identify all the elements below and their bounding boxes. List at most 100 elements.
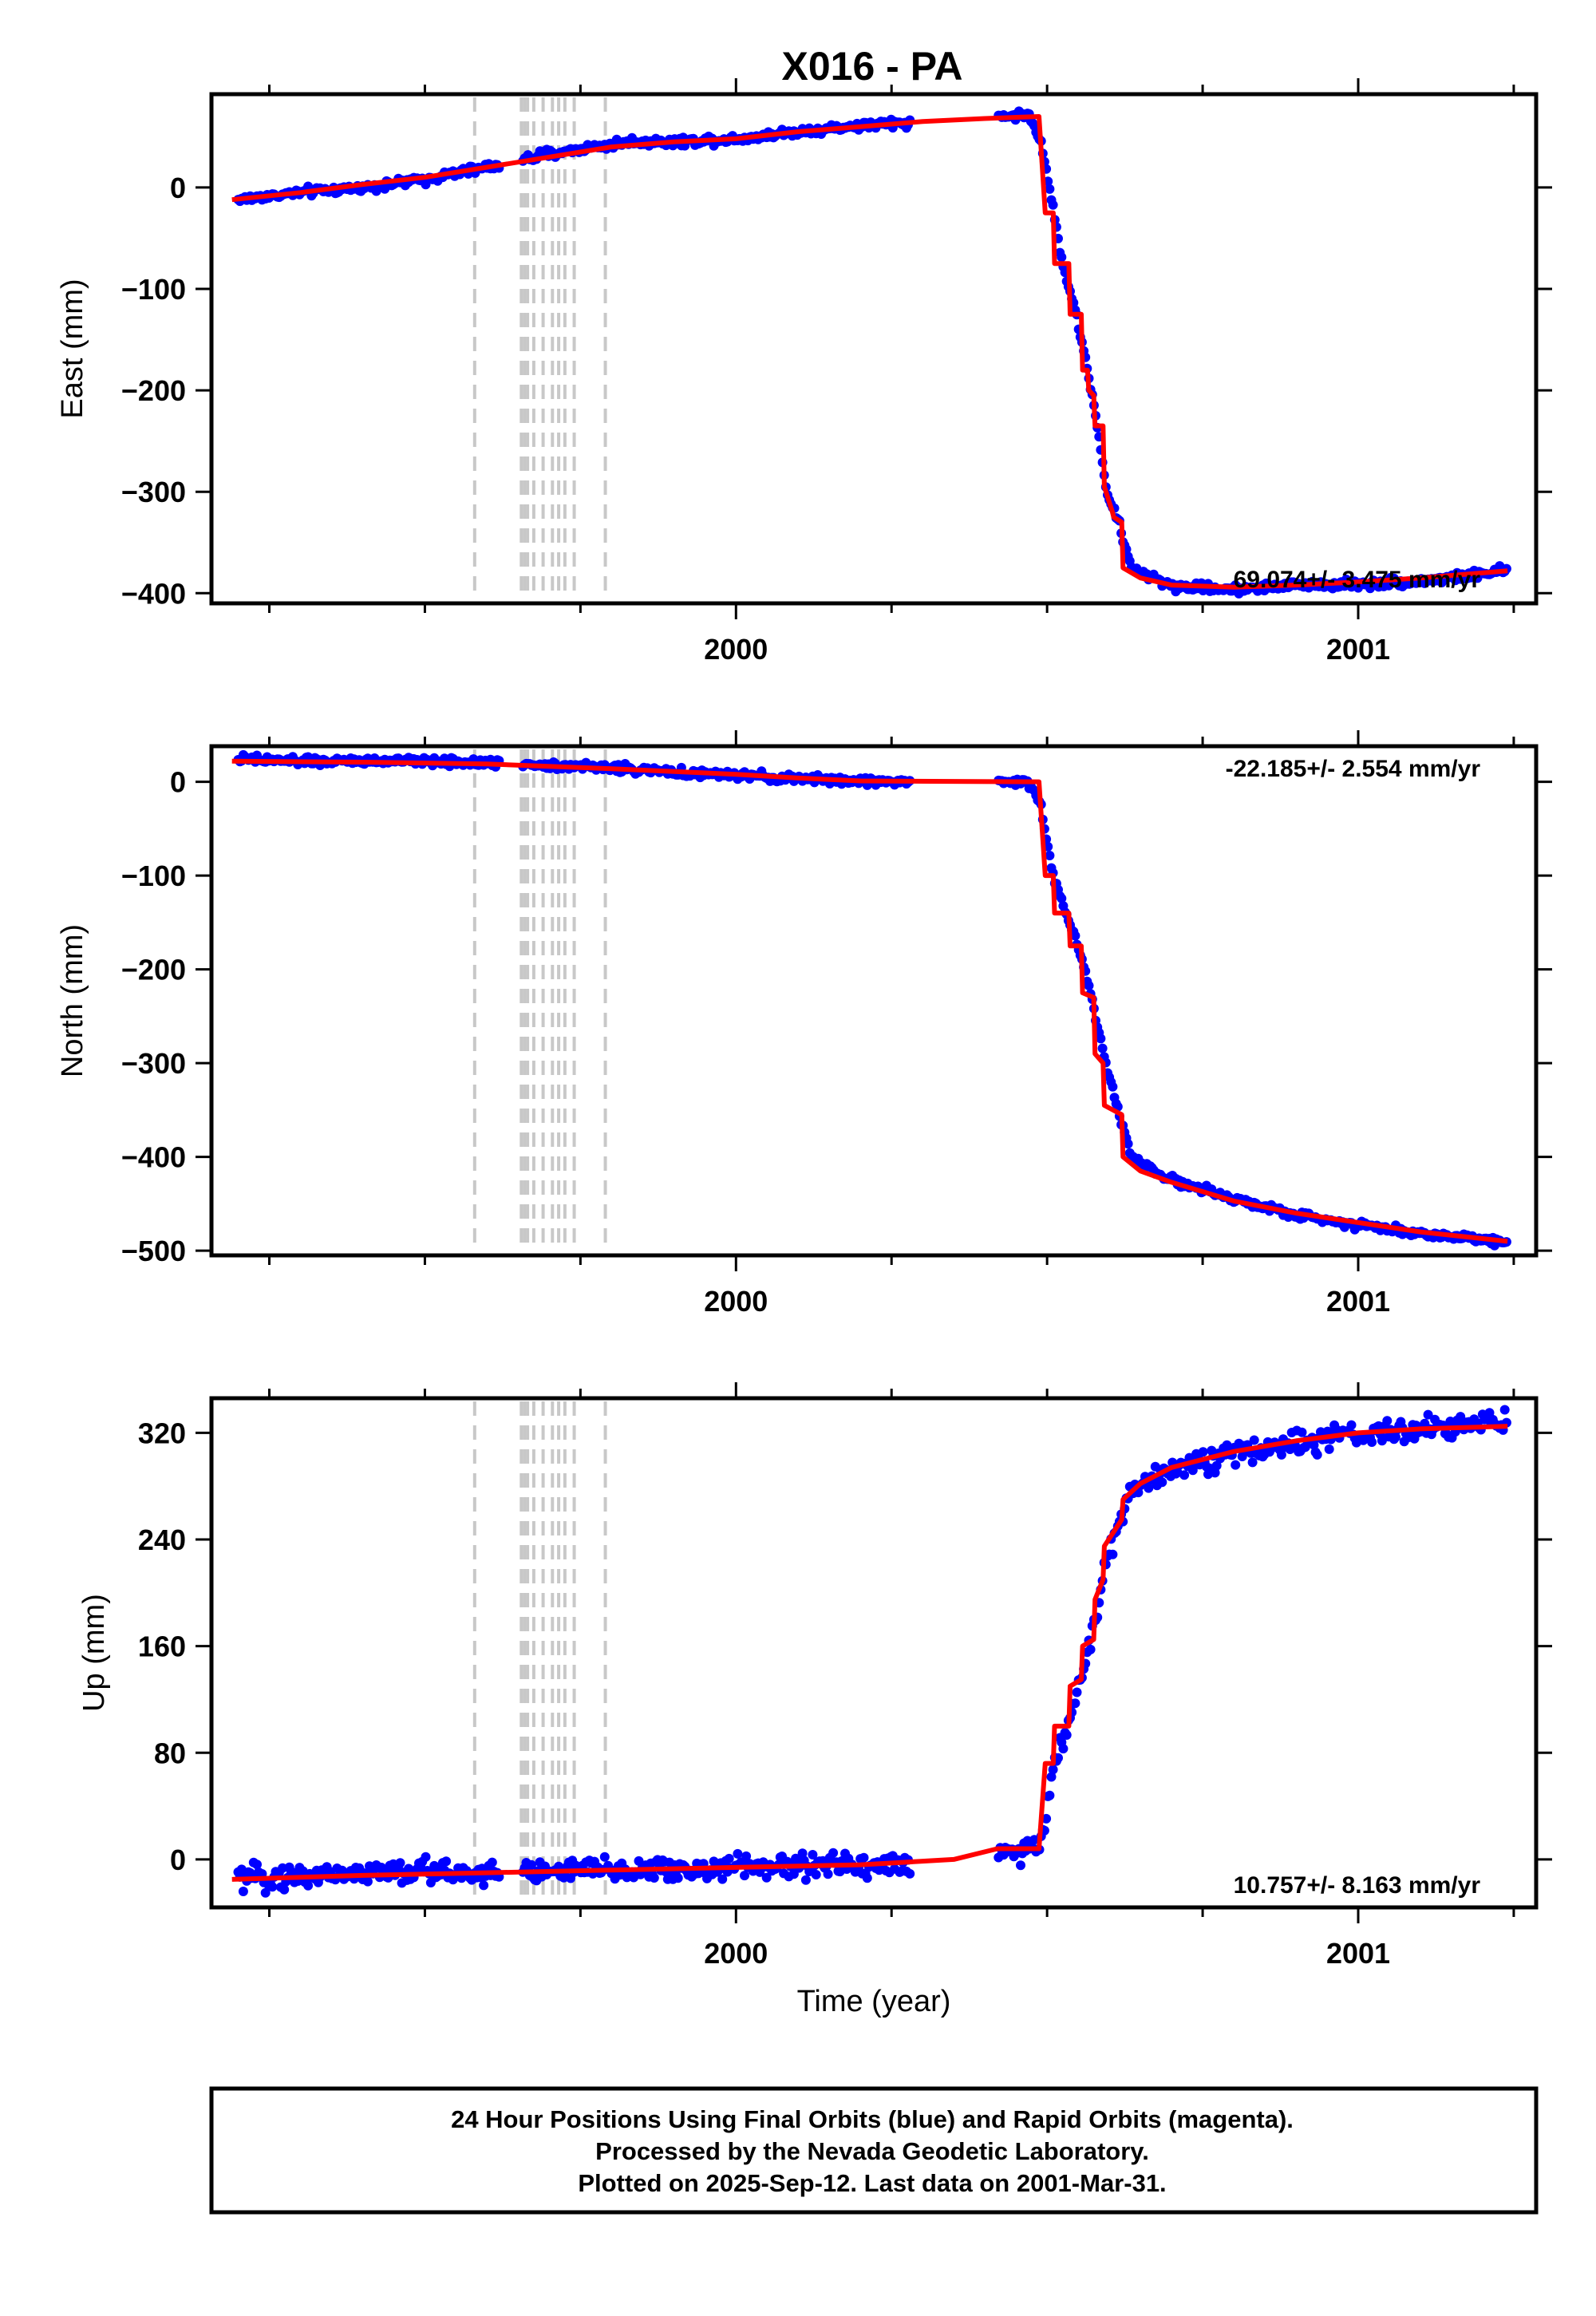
data-point bbox=[1276, 1449, 1286, 1460]
model-fit-line bbox=[231, 1424, 1508, 1882]
data-point bbox=[441, 1856, 452, 1867]
data-point bbox=[1157, 1477, 1167, 1488]
data-point bbox=[479, 1880, 489, 1891]
data-point bbox=[421, 1852, 431, 1862]
plot-area-east bbox=[231, 97, 1511, 600]
data-point bbox=[1179, 1470, 1190, 1480]
plot-area-north bbox=[231, 749, 1511, 1252]
panel-north: 2000 2001 0 −100 −200 −300 −400 −500 North (mm) -… bbox=[56, 730, 1552, 1318]
data-point bbox=[1058, 1744, 1069, 1754]
data-point bbox=[1312, 1449, 1322, 1460]
data-point bbox=[1198, 1447, 1208, 1457]
data-point bbox=[1096, 1034, 1106, 1044]
data-point bbox=[1297, 1427, 1307, 1437]
y-tick-label: −300 bbox=[121, 1047, 186, 1080]
data-point bbox=[1045, 1790, 1055, 1800]
data-point bbox=[1070, 1698, 1080, 1709]
data-point bbox=[1211, 1460, 1222, 1471]
data-point bbox=[761, 1872, 772, 1883]
y-tick-label: 160 bbox=[138, 1630, 186, 1663]
data-point bbox=[733, 1848, 743, 1859]
data-point bbox=[823, 1869, 833, 1879]
data-point bbox=[1123, 1139, 1133, 1149]
y-axis-label: North (mm) bbox=[56, 924, 89, 1077]
data-point bbox=[1097, 1043, 1108, 1053]
y-tick-label: 320 bbox=[138, 1417, 186, 1449]
x-tick-label: 2000 bbox=[704, 633, 768, 666]
data-point bbox=[1249, 1435, 1259, 1445]
data-point bbox=[267, 1882, 278, 1892]
data-point bbox=[260, 1887, 271, 1898]
data-point bbox=[395, 1858, 405, 1868]
data-point bbox=[599, 1852, 610, 1862]
y-tick-label: 0 bbox=[170, 1844, 186, 1876]
data-point bbox=[724, 1853, 734, 1863]
data-point bbox=[1108, 1549, 1118, 1559]
data-point bbox=[1382, 1416, 1393, 1426]
velocity-annotation: -22.185+/- 2.554 mm/yr bbox=[1226, 756, 1481, 782]
data-point bbox=[1084, 981, 1094, 990]
panel-up: 2000 2001 0 80 160 240 320 Up (mm) Time (year) 10… bbox=[77, 1382, 1552, 2018]
data-point bbox=[862, 1873, 872, 1883]
data-point bbox=[1016, 1860, 1025, 1871]
data-point bbox=[362, 1876, 373, 1887]
footer-line-3: Plotted on 2025-Sep-12. Last data on 200… bbox=[578, 2169, 1166, 2197]
data-point bbox=[1499, 1405, 1510, 1415]
data-point bbox=[527, 1860, 536, 1870]
data-point bbox=[1309, 1440, 1319, 1450]
velocity-annotation: 69.074+/- 3.475 mm/yr bbox=[1234, 567, 1481, 593]
data-point bbox=[673, 1873, 683, 1883]
y-tick-label: −300 bbox=[121, 476, 186, 508]
data-point bbox=[1391, 1432, 1400, 1442]
panel-east: 2000 2001 0 −100 −200 −300 −400 East (mm) 69.074… bbox=[56, 78, 1552, 666]
data-point bbox=[859, 1852, 869, 1863]
data-point bbox=[1247, 1457, 1258, 1468]
data-point bbox=[238, 1887, 248, 1896]
data-point bbox=[1085, 1644, 1096, 1654]
data-point bbox=[303, 1880, 314, 1891]
x-axis-label: Time (year) bbox=[797, 1985, 951, 2018]
data-point bbox=[800, 1875, 811, 1885]
footer-line-2: Processed by the Nevada Geodetic Laborat… bbox=[595, 2137, 1149, 2165]
data-point bbox=[1057, 893, 1067, 903]
y-tick-label: −100 bbox=[121, 273, 186, 306]
y-tick-label: 240 bbox=[138, 1524, 186, 1556]
y-tick-label: −500 bbox=[121, 1235, 186, 1267]
data-point bbox=[1324, 1444, 1334, 1454]
data-point bbox=[828, 1848, 839, 1858]
x-tick-label: 2001 bbox=[1326, 633, 1390, 666]
footer-line-1: 24 Hour Positions Using Final Orbits (bl… bbox=[451, 2105, 1294, 2133]
data-point bbox=[1346, 1420, 1357, 1430]
figure-title: X016 - PA bbox=[782, 44, 963, 89]
plot-frame bbox=[209, 1396, 1539, 1910]
y-tick-label: −200 bbox=[121, 954, 186, 986]
data-point bbox=[1072, 1687, 1082, 1697]
x-tick-label: 2001 bbox=[1326, 1285, 1390, 1318]
x-tick-label: 2001 bbox=[1326, 1937, 1390, 1970]
data-point bbox=[1108, 1081, 1118, 1092]
y-tick-label: −200 bbox=[121, 374, 186, 407]
data-point bbox=[740, 1871, 749, 1881]
data-point bbox=[717, 1874, 728, 1884]
data-point bbox=[279, 1884, 290, 1895]
y-tick-label: 0 bbox=[170, 172, 186, 204]
data-point bbox=[1045, 184, 1055, 194]
velocity-annotation: 10.757+/- 8.163 mm/yr bbox=[1234, 1872, 1481, 1899]
data-point bbox=[1070, 931, 1080, 941]
y-tick-label: −100 bbox=[121, 860, 186, 892]
x-tick-label: 2000 bbox=[704, 1937, 768, 1970]
data-point bbox=[811, 1870, 821, 1879]
model-fit-line bbox=[231, 758, 1508, 1244]
y-tick-label: −400 bbox=[121, 577, 186, 610]
data-point bbox=[252, 1860, 262, 1870]
plot-frame bbox=[209, 744, 1539, 1258]
panels-group: 2000 2001 0 −100 −200 −300 −400 East (mm) 69.074… bbox=[56, 78, 1552, 2018]
y-tick-label: −400 bbox=[121, 1141, 186, 1174]
plot-area-up bbox=[231, 1401, 1511, 1904]
data-point bbox=[1048, 1765, 1058, 1775]
y-tick-label: 0 bbox=[170, 766, 186, 799]
data-point bbox=[1231, 1460, 1241, 1470]
data-point bbox=[1041, 1813, 1052, 1824]
data-point bbox=[1423, 1409, 1433, 1420]
